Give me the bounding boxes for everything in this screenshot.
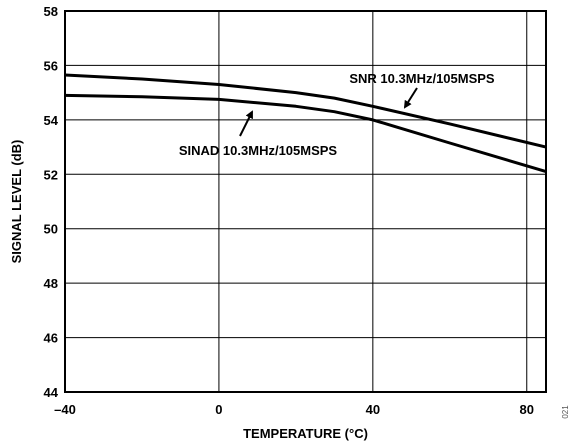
y-tick-label: 54 — [44, 113, 59, 128]
y-tick-label: 56 — [44, 58, 58, 73]
annotation-arrow — [403, 87, 418, 109]
y-axis-label: SIGNAL LEVEL (dB) — [9, 140, 24, 264]
y-tick-label: 46 — [44, 331, 58, 346]
plot-frame — [64, 10, 547, 393]
y-tick-label: 48 — [44, 276, 58, 291]
y-tick-label: 50 — [44, 222, 58, 237]
annotations: SNR 10.3MHz/105MSPS SINAD 10.3MHz/105MSPS — [179, 71, 495, 158]
x-tick-label: 0 — [215, 402, 222, 417]
grid-lines — [64, 10, 546, 393]
figure-code: 021 — [561, 405, 570, 419]
series-lines — [64, 73, 547, 174]
y-tick-labels: 44 46 48 50 52 54 56 58 — [44, 4, 59, 400]
series-line-1 — [64, 93, 547, 174]
x-tick-labels: –40 0 40 80 — [54, 402, 534, 417]
x-axis-label: TEMPERATURE (°C) — [243, 426, 368, 441]
y-tick-label: 52 — [44, 167, 58, 182]
x-tick-label: 80 — [520, 402, 534, 417]
series-annotation-label: SNR 10.3MHz/105MSPS — [349, 71, 495, 86]
y-tick-label: 44 — [44, 385, 59, 400]
x-tick-label: 40 — [366, 402, 380, 417]
x-tick-label: –40 — [54, 402, 76, 417]
series-annotation-label: SINAD 10.3MHz/105MSPS — [179, 143, 338, 158]
annotation-arrow — [239, 110, 253, 137]
series-line-0 — [64, 73, 547, 149]
y-tick-label: 58 — [44, 4, 58, 19]
